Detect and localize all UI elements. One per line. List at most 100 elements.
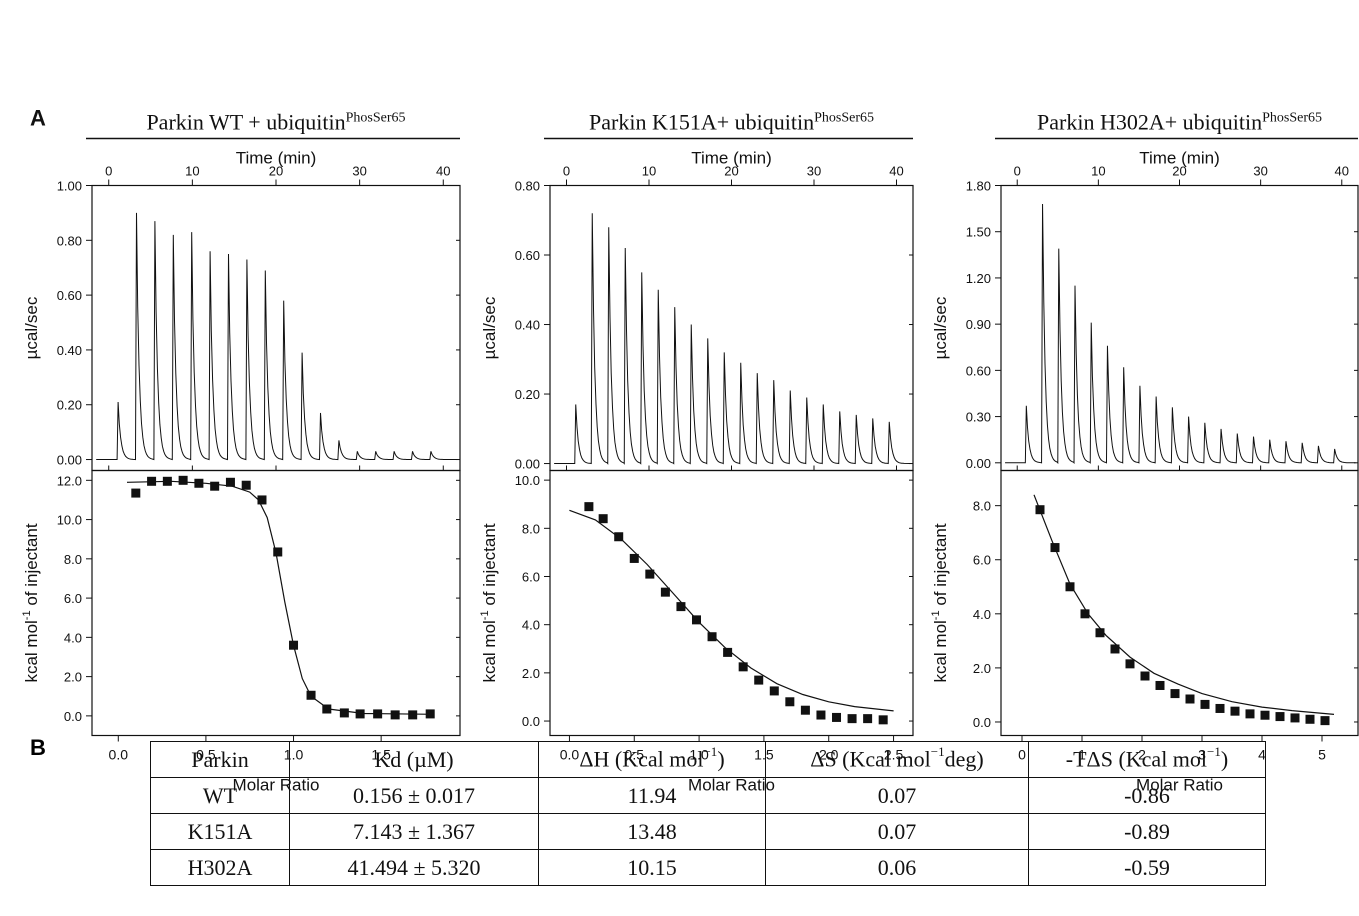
binding-fit-curve — [126, 480, 434, 715]
data-point — [1245, 709, 1255, 719]
bottom-y-axis-label: kcal mol-1 of injectant — [21, 523, 41, 682]
y-label-part: kcal mol — [22, 620, 41, 682]
bottom-x-tick-label: 5 — [1318, 747, 1326, 763]
cell-variant: K151A — [150, 813, 290, 850]
top-y-tick-label: 1.20 — [966, 271, 991, 286]
header-kd: Kd (µM) — [289, 741, 539, 778]
data-point — [1035, 505, 1045, 515]
data-point — [691, 615, 701, 625]
header-tds: -TΔS (Kcal mol−1) — [1028, 741, 1266, 778]
cell-ds: 0.07 — [765, 813, 1029, 850]
panel-a-label: A — [30, 106, 46, 131]
top-y-axis-label: µcal/sec — [22, 296, 41, 359]
bottom-plot-frame — [1000, 469, 1359, 737]
data-point — [241, 480, 251, 490]
data-point — [339, 708, 349, 718]
y-label-part: kcal mol — [480, 620, 499, 682]
data-point — [1050, 543, 1060, 553]
data-point — [785, 697, 795, 707]
bottom-y-tick-label: 8.0 — [522, 521, 540, 536]
panel-title: Parkin WT + ubiquitinPhosSer65 — [146, 110, 405, 135]
data-point — [1185, 694, 1195, 704]
bottom-y-tick-label: 4.0 — [522, 618, 540, 633]
table-header-row: Parkin Kd (µM) ΔH (Kcal mol−1) ΔS (Kcal … — [150, 741, 1266, 778]
bottom-plot-frame — [91, 469, 461, 737]
data-point — [754, 675, 764, 685]
top-y-tick-label: 0.60 — [57, 288, 82, 303]
cell-ds: 0.06 — [765, 849, 1029, 886]
data-point — [598, 514, 608, 524]
data-point — [1110, 644, 1120, 654]
bottom-y-tick-label: 4.0 — [973, 607, 991, 622]
thermodynamics-table: Parkin Kd (µM) ΔH (Kcal mol−1) ΔS (Kcal … — [150, 741, 1266, 886]
data-point — [863, 714, 873, 724]
data-point — [614, 532, 624, 542]
bottom-x-tick-label: 0.0 — [109, 747, 129, 763]
bottom-y-tick-label: 6.0 — [973, 553, 991, 568]
top-y-tick-label: 0.00 — [57, 453, 82, 468]
table-row: H302A 41.494 ± 5.320 10.15 0.06 -0.59 — [150, 849, 1266, 886]
itc-panel-2: Parkin K151A+ ubiquitinPhosSer65 Time (mi… — [479, 110, 914, 795]
data-point — [1200, 699, 1210, 709]
cell-tds: -0.59 — [1028, 849, 1266, 886]
bottom-y-tick-label: 0.0 — [522, 714, 540, 729]
data-point — [131, 488, 141, 498]
bottom-y-tick-label: 0.0 — [64, 709, 82, 724]
data-point — [1065, 582, 1075, 592]
data-point — [390, 710, 400, 720]
data-point — [629, 553, 639, 563]
cell-dh: 13.48 — [538, 813, 766, 850]
cell-tds: -0.86 — [1028, 777, 1266, 814]
top-x-tick-label: 20 — [724, 164, 738, 179]
data-point — [210, 481, 220, 491]
table-row: K151A 7.143 ± 1.367 13.48 0.07 -0.89 — [150, 813, 1266, 850]
bottom-y-axis-label: kcal mol-1 of injectant — [930, 523, 950, 682]
bottom-y-tick-label: 8.0 — [64, 552, 82, 567]
top-y-tick-label: 0.20 — [515, 387, 540, 402]
panel-title-superscript: PhosSer65 — [1262, 111, 1322, 126]
data-point — [1290, 713, 1300, 723]
data-point — [1080, 609, 1090, 619]
cell-kd: 0.156 ± 0.017 — [289, 777, 539, 814]
y-label-part: of injectant — [22, 523, 41, 610]
bottom-y-tick-label: 2.0 — [973, 661, 991, 676]
data-point — [723, 647, 733, 657]
bottom-y-tick-label: 8.0 — [973, 499, 991, 514]
top-y-tick-label: 0.60 — [515, 248, 540, 263]
top-x-tick-label: 30 — [1253, 164, 1267, 179]
data-point — [355, 709, 365, 719]
data-point — [194, 478, 204, 488]
top-x-axis-label: Time (min) — [1139, 149, 1220, 168]
bottom-y-tick-label: 10.0 — [515, 473, 540, 488]
top-y-tick-label: 0.40 — [515, 318, 540, 333]
itc-panel-1: Parkin WT + ubiquitinPhosSer65 Time (min)… — [21, 110, 461, 795]
top-x-tick-label: 40 — [889, 164, 903, 179]
data-point — [1305, 714, 1315, 724]
data-point — [306, 690, 316, 700]
panel-title-main: Parkin WT + ubiquitin — [146, 110, 345, 135]
thermogram-trace — [96, 212, 458, 461]
panel-title: Parkin H302A+ ubiquitinPhosSer65 — [1037, 110, 1322, 135]
top-x-tick-label: 20 — [269, 164, 283, 179]
data-point — [408, 710, 418, 720]
panel-title-main: Parkin K151A+ ubiquitin — [589, 110, 814, 135]
top-x-tick-label: 0 — [563, 164, 570, 179]
top-x-axis-label: Time (min) — [691, 149, 772, 168]
data-point — [1095, 628, 1105, 638]
panel-title: Parkin K151A+ ubiquitinPhosSer65 — [589, 110, 874, 135]
top-y-tick-label: 0.20 — [57, 398, 82, 413]
data-point — [1275, 712, 1285, 722]
binding-fit-curve — [1033, 494, 1335, 715]
data-point — [584, 502, 594, 512]
top-x-tick-label: 10 — [185, 164, 199, 179]
top-x-axis-label: Time (min) — [236, 149, 317, 168]
top-x-tick-label: 40 — [1335, 164, 1349, 179]
data-point — [322, 704, 332, 714]
bottom-y-tick-label: 12.0 — [57, 473, 82, 488]
data-point — [425, 709, 435, 719]
panel-title-superscript: PhosSer65 — [346, 111, 406, 126]
header-dh: ΔH (Kcal mol−1) — [538, 741, 766, 778]
y-label-part: -1 — [930, 610, 942, 620]
data-point — [816, 710, 826, 720]
